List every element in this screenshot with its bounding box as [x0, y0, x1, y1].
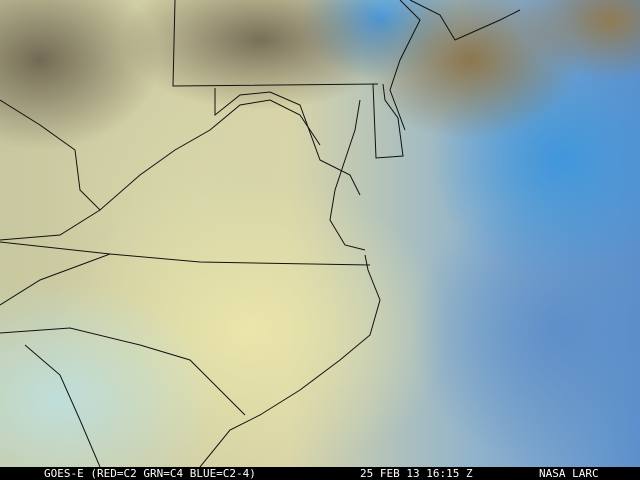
border-tn-nc [0, 253, 111, 306]
caption-bar: GOES-E (RED=C2 GRN=C4 BLUE=C2-4) 25 FEB … [0, 467, 640, 480]
border-ny-nj [409, 0, 521, 41]
border-va-nc [0, 241, 371, 266]
coast-chesapeake [329, 99, 366, 251]
border-sc-ga [24, 344, 101, 467]
border-nc-sc [0, 327, 246, 416]
border-de [372, 83, 404, 159]
border-pa-md [172, 0, 379, 87]
datetime-label: 25 FEB 13 16:15 Z [360, 467, 473, 480]
satellite-label: GOES-E (RED=C2 GRN=C4 BLUE=C2-4) [44, 467, 256, 480]
coast-carolinas [199, 254, 381, 467]
border-md-va-potomac [214, 88, 361, 196]
border-nj [389, 0, 421, 131]
border-wv-va [0, 99, 321, 211]
credit-label: NASA LARC [539, 467, 599, 480]
border-va-ky-tn [0, 209, 101, 241]
state-borders [0, 0, 521, 467]
satellite-imagery [0, 0, 640, 467]
